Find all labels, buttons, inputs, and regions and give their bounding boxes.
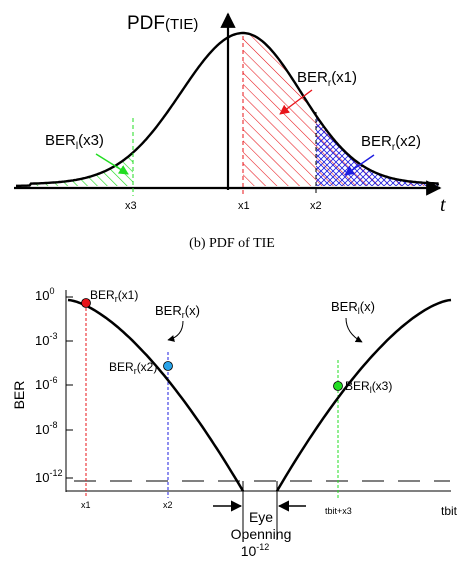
x-label-tbit: tbit <box>441 504 458 518</box>
y-label-0: 100 <box>35 286 54 303</box>
pdf-panel: PDF(TIE) t x3 x1 x2 BERr(x1) BERr(x2) BE… <box>14 12 446 251</box>
red-tail-area <box>243 33 438 186</box>
label-ber-l-x3: BERl(x3) <box>45 132 104 152</box>
arrow-ber-l-curve <box>345 317 363 343</box>
point-ber-l-x3 <box>333 381 343 391</box>
eye-label-line2: Openning <box>231 526 292 542</box>
x-label-x2: x2 <box>163 500 173 510</box>
ber-l-curve <box>275 298 452 492</box>
pdf-caption: (b) PDF of TIE <box>189 236 275 251</box>
tick-x2: x2 <box>310 200 322 212</box>
y-label-8: 10-8 <box>35 420 57 437</box>
tick-x3: x3 <box>125 200 137 212</box>
blue-tail-area <box>316 115 438 186</box>
ber-r-curve <box>67 298 245 492</box>
label-point-ber-l-x3: BERl(x3) <box>345 379 392 395</box>
x-label-tbit-x3: tbit+x3 <box>325 506 352 516</box>
y-label-6: 10-6 <box>35 375 57 392</box>
tick-x1: x1 <box>238 200 250 212</box>
label-ber-r-x1: BERr(x1) <box>297 69 357 89</box>
arrow-ber-r-x1 <box>279 89 313 115</box>
label-point-ber-r-x1: BERr(x1) <box>90 288 138 304</box>
ber-panel: 100 10-3 10-6 10-8 10-12 BER BERr(x1) BE… <box>11 286 458 559</box>
y-label-12: 10-12 <box>35 468 62 485</box>
point-ber-r-x1 <box>81 298 91 308</box>
y-label-3: 10-3 <box>35 331 57 348</box>
arrow-ber-r-curve <box>167 320 184 342</box>
ber-y-label: BER <box>11 381 27 410</box>
green-tail-area <box>16 152 133 186</box>
label-ber-r-x2: BERr(x2) <box>361 133 421 153</box>
label-point-ber-r-x2: BERr(x2) <box>109 360 157 376</box>
pdf-x-axis-label: t <box>440 194 446 216</box>
eye-label-line1: Eye <box>249 509 273 525</box>
label-ber-r-curve: BERr(x) <box>155 303 200 320</box>
x-label-x1: x1 <box>81 500 91 510</box>
point-ber-r-x2 <box>163 361 173 371</box>
eye-label-line3: 10-12 <box>241 542 270 559</box>
arrow-ber-l-x3 <box>95 153 129 175</box>
label-ber-l-curve: BERl(x) <box>331 299 375 316</box>
arrow-ber-r-x2 <box>344 154 375 176</box>
pdf-y-title: PDF(TIE) <box>127 13 198 34</box>
